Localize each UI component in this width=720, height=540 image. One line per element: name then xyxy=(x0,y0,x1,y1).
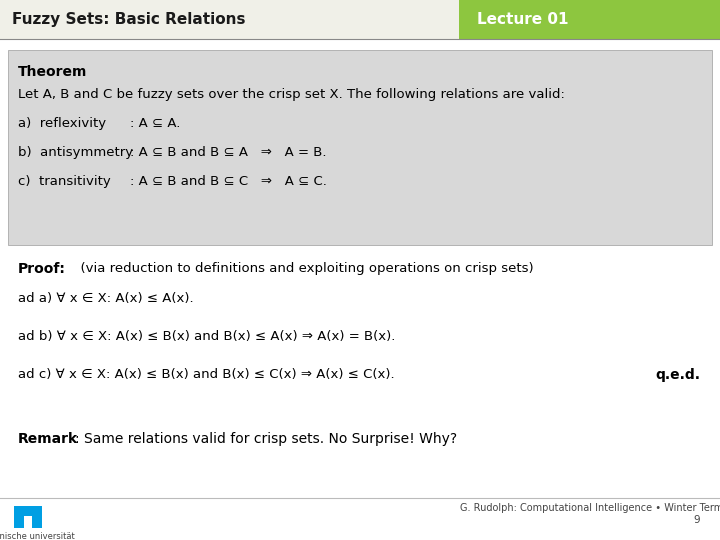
Text: Theorem: Theorem xyxy=(18,65,87,79)
Text: : A ⊆ B and B ⊆ C   ⇒   A ⊆ C.: : A ⊆ B and B ⊆ C ⇒ A ⊆ C. xyxy=(130,175,327,188)
Text: ad b) ∀ x ∈ X: A(x) ≤ B(x) and B(x) ≤ A(x) ⇒ A(x) = B(x).: ad b) ∀ x ∈ X: A(x) ≤ B(x) and B(x) ≤ A(… xyxy=(18,330,395,343)
Bar xyxy=(14,506,42,528)
Text: : A ⊆ A.: : A ⊆ A. xyxy=(130,117,181,130)
Text: b)  antisymmetry: b) antisymmetry xyxy=(18,146,133,159)
Text: ad c) ∀ x ∈ X: A(x) ≤ B(x) and B(x) ≤ C(x) ⇒ A(x) ≤ C(x).: ad c) ∀ x ∈ X: A(x) ≤ B(x) and B(x) ≤ C(… xyxy=(18,368,395,381)
Text: (via reduction to definitions and exploiting operations on crisp sets): (via reduction to definitions and exploi… xyxy=(72,262,534,275)
Text: : A ⊆ B and B ⊆ A   ⇒   A = B.: : A ⊆ B and B ⊆ A ⇒ A = B. xyxy=(130,146,326,159)
Text: Remark: Remark xyxy=(18,432,78,446)
Text: Lecture 01: Lecture 01 xyxy=(477,12,569,27)
Bar xyxy=(459,0,720,39)
Text: Let A, B and C be fuzzy sets over the crisp set X. The following relations are v: Let A, B and C be fuzzy sets over the cr… xyxy=(18,88,565,101)
Text: G. Rudolph: Computational Intelligence • Winter Term 2019/20: G. Rudolph: Computational Intelligence •… xyxy=(460,503,720,513)
Text: ad a) ∀ x ∈ X: A(x) ≤ A(x).: ad a) ∀ x ∈ X: A(x) ≤ A(x). xyxy=(18,292,194,305)
Bar xyxy=(8,50,712,245)
Text: Fuzzy Sets: Basic Relations: Fuzzy Sets: Basic Relations xyxy=(12,12,246,27)
Text: a)  reflexivity: a) reflexivity xyxy=(18,117,106,130)
Bar xyxy=(0,0,720,39)
Text: q.e.d.: q.e.d. xyxy=(655,368,700,382)
Text: c)  transitivity: c) transitivity xyxy=(18,175,111,188)
Bar xyxy=(24,516,32,528)
Text: : Same relations valid for crisp sets. No Surprise! Why?: : Same relations valid for crisp sets. N… xyxy=(75,432,457,446)
Text: technische universität
dortmund: technische universität dortmund xyxy=(0,532,75,540)
Text: 9: 9 xyxy=(693,515,700,525)
Text: Proof:: Proof: xyxy=(18,262,66,276)
